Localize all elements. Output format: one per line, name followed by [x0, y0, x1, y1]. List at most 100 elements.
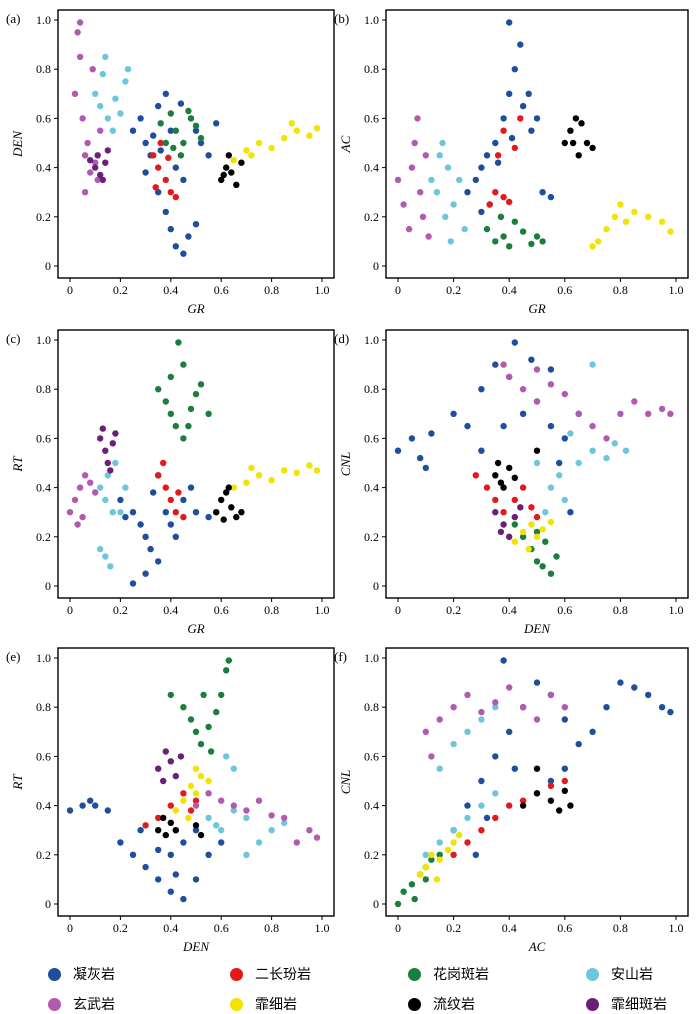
data-point	[117, 110, 124, 117]
data-point	[192, 221, 200, 228]
y-tick-label: 0.8	[36, 700, 51, 714]
data-point	[425, 233, 432, 240]
data-point	[519, 228, 527, 235]
data-point	[478, 716, 485, 723]
y-tick-label: 1.0	[364, 13, 379, 27]
data-point	[542, 509, 549, 516]
legend-marker	[230, 967, 243, 981]
data-point	[243, 851, 250, 858]
data-point	[104, 115, 112, 122]
y-tick-label: 0.4	[36, 481, 51, 495]
data-point	[617, 201, 624, 208]
data-point	[142, 863, 149, 871]
data-point	[464, 802, 471, 809]
y-axis-label: CNL	[338, 770, 353, 795]
data-point	[102, 159, 109, 166]
data-point	[172, 127, 179, 134]
panel-e: 0 0.2 0.4 0.6 0.8 1.0 0 0.2 0.4 0.6 0.8 1.0 DEN RT (e)	[6, 647, 335, 954]
x-axis-label: DEN	[182, 939, 210, 954]
data-point	[500, 127, 507, 134]
data-point	[268, 827, 275, 834]
data-point	[567, 509, 574, 516]
data-point	[478, 208, 485, 216]
data-point	[165, 154, 172, 161]
data-point	[533, 790, 541, 797]
data-point	[92, 802, 99, 809]
data-point	[87, 157, 94, 164]
data-point	[519, 102, 527, 110]
data-point	[230, 484, 237, 491]
panel-label: (e)	[6, 649, 20, 664]
data-point	[578, 120, 585, 127]
data-point	[155, 814, 162, 822]
y-tick-label: 0.6	[364, 431, 379, 445]
data-point	[167, 189, 174, 196]
data-point	[155, 876, 162, 883]
data-point	[464, 422, 471, 430]
data-point	[547, 518, 555, 526]
data-point	[104, 147, 112, 154]
data-point	[167, 225, 174, 233]
data-point	[192, 802, 200, 809]
data-point	[205, 814, 212, 822]
x-tick-label: 0.6	[557, 921, 572, 935]
data-point	[464, 839, 471, 846]
data-point	[533, 716, 541, 723]
data-point	[230, 157, 237, 164]
data-point	[197, 134, 205, 142]
y-tick-label: 1.0	[364, 651, 379, 665]
data-point	[658, 704, 666, 711]
data-point	[288, 120, 295, 127]
x-tick-label: 0.4	[163, 921, 178, 935]
y-tick-label: 0.2	[364, 530, 379, 544]
data-point	[192, 122, 200, 129]
data-point	[472, 176, 479, 184]
data-point	[220, 171, 227, 179]
y-tick-label: 0.6	[36, 111, 51, 125]
panel-label: (d)	[334, 331, 349, 346]
data-point	[567, 127, 574, 134]
data-point	[411, 895, 418, 903]
data-point	[483, 484, 491, 491]
data-point	[74, 521, 81, 528]
data-point	[218, 827, 225, 834]
data-point	[76, 484, 84, 491]
data-point	[205, 723, 212, 731]
data-point	[79, 115, 86, 122]
data-point	[155, 386, 162, 393]
data-point	[122, 78, 129, 85]
data-point	[519, 797, 527, 804]
data-point	[167, 691, 174, 699]
x-tick-label: 0.2	[446, 283, 461, 297]
y-tick-label: 0.8	[36, 62, 51, 76]
data-point	[511, 538, 518, 545]
data-point	[142, 822, 149, 829]
data-point	[506, 373, 513, 381]
data-point	[500, 484, 507, 491]
data-point	[87, 169, 94, 176]
legend-item: 玄武岩	[48, 994, 115, 1014]
data-point	[533, 398, 541, 405]
data-point	[268, 812, 275, 819]
data-point	[97, 484, 104, 491]
data-point	[506, 243, 513, 250]
data-point	[542, 538, 549, 545]
data-point	[152, 184, 159, 191]
x-tick-label: 0	[67, 921, 73, 935]
data-point	[589, 728, 596, 735]
data-point	[533, 459, 541, 467]
data-point	[603, 454, 610, 462]
data-point	[517, 41, 524, 48]
data-point	[561, 716, 568, 723]
data-point	[99, 70, 107, 78]
data-point	[197, 139, 205, 147]
data-point	[185, 422, 192, 430]
data-point	[187, 115, 195, 122]
data-point	[511, 521, 518, 528]
data-point	[89, 66, 96, 73]
data-point	[104, 459, 112, 467]
data-point	[117, 509, 124, 516]
data-point	[553, 553, 560, 560]
data-point	[192, 827, 200, 834]
data-point	[150, 132, 157, 139]
